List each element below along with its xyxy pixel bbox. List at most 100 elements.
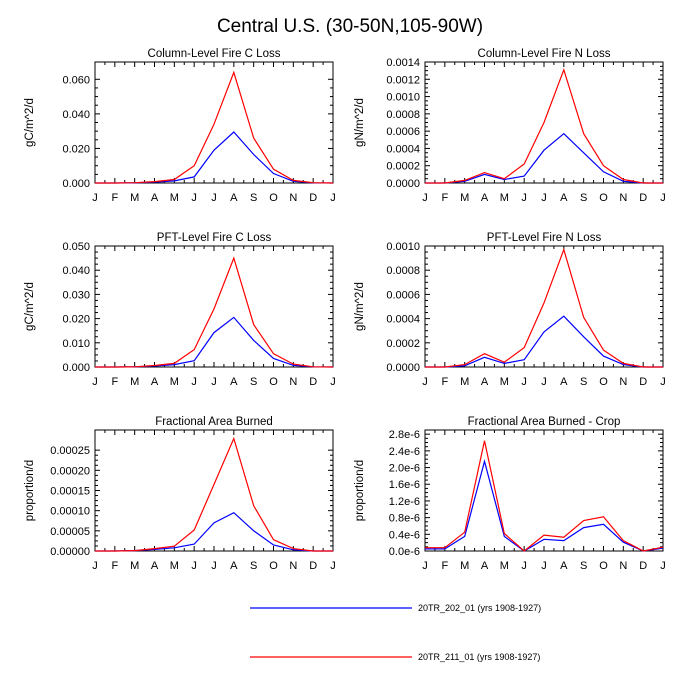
- legend-label-b: 20TR_211_01 (yrs 1908-1927): [418, 652, 540, 662]
- x-tick-label: A: [560, 192, 568, 204]
- y-axis-label: gN/m^2/d: [354, 282, 366, 331]
- x-tick-label: S: [250, 376, 257, 388]
- x-tick-label: S: [250, 560, 257, 572]
- plot-frame: [424, 429, 664, 552]
- y-tick-label: 0.0002: [386, 161, 420, 173]
- x-tick-label: J: [422, 192, 428, 204]
- x-tick-label: S: [580, 376, 587, 388]
- series-line-red: [95, 70, 334, 184]
- plot-frame: [424, 245, 664, 368]
- x-tick-label: D: [639, 192, 647, 204]
- x-tick-label: D: [309, 192, 317, 204]
- x-tick-label: J: [211, 376, 217, 388]
- series-line-blue: [425, 132, 663, 184]
- x-tick-label: M: [130, 192, 139, 204]
- series-line-blue: [425, 315, 663, 368]
- y-tick-label: 0.020: [62, 143, 90, 155]
- x-tick-label: J: [521, 192, 527, 204]
- x-tick-label: F: [111, 376, 118, 388]
- x-tick-label: N: [289, 376, 297, 388]
- x-tick-label: M: [170, 376, 179, 388]
- x-tick-label: J: [541, 376, 547, 388]
- x-tick-label: A: [481, 560, 489, 572]
- y-axis-label: proportion/d: [354, 460, 366, 521]
- y-tick-label: 0.0006: [386, 126, 420, 138]
- series-line-red: [425, 247, 663, 368]
- x-tick-label: D: [309, 376, 317, 388]
- x-tick-label: O: [599, 560, 608, 572]
- x-tick-label: N: [619, 376, 627, 388]
- y-tick-label: 0.0e-6: [389, 546, 420, 558]
- x-tick-label: J: [211, 192, 217, 204]
- y-tick-label: 0.050: [62, 241, 90, 253]
- x-tick-label: F: [441, 560, 448, 572]
- figure-title: Central U.S. (30-50N,105-90W): [217, 16, 483, 37]
- y-tick-label: 0.0010: [386, 241, 420, 253]
- y-tick-label: 0.4e-6: [389, 529, 420, 541]
- x-tick-label: M: [170, 560, 179, 572]
- x-tick-label: N: [289, 192, 297, 204]
- x-tick-label: N: [619, 192, 627, 204]
- x-tick-label: D: [309, 560, 317, 572]
- x-tick-label: J: [541, 192, 547, 204]
- x-tick-label: O: [599, 376, 608, 388]
- x-tick-label: N: [289, 560, 297, 572]
- y-tick-label: 2.8e-6: [389, 429, 420, 441]
- x-tick-label: M: [500, 376, 509, 388]
- series-line-red: [95, 436, 333, 552]
- x-tick-label: J: [92, 560, 98, 572]
- series-line-blue: [425, 458, 664, 552]
- y-tick-label: 0.8e-6: [389, 513, 420, 525]
- y-tick-label: 0.0006: [386, 289, 420, 301]
- x-tick-label: O: [269, 376, 278, 388]
- x-tick-label: O: [599, 192, 608, 204]
- y-tick-label: 0.0004: [386, 143, 420, 155]
- x-tick-label: N: [619, 560, 627, 572]
- x-tick-label: M: [460, 192, 469, 204]
- panel-title: Fractional Area Burned: [155, 416, 273, 428]
- y-tick-label: 0.000: [62, 362, 90, 374]
- y-tick-label: 0.00020: [50, 465, 90, 477]
- panel-title: Column-Level Fire C Loss: [148, 48, 281, 60]
- x-tick-label: M: [130, 560, 139, 572]
- x-tick-label: M: [500, 192, 509, 204]
- y-tick-label: 1.6e-6: [389, 479, 420, 491]
- x-tick-label: J: [330, 376, 336, 388]
- x-tick-label: J: [521, 560, 527, 572]
- panel-title: PFT-Level Fire N Loss: [487, 232, 602, 244]
- x-tick-label: J: [660, 560, 666, 572]
- x-tick-label: D: [639, 560, 647, 572]
- y-tick-label: 0.0012: [386, 74, 420, 86]
- y-tick-label: 0.0000: [386, 362, 420, 374]
- series-line-red: [425, 440, 664, 552]
- x-tick-label: J: [660, 192, 666, 204]
- panel-title: PFT-Level Fire C Loss: [157, 232, 272, 244]
- legend: 20TR_202_01 (yrs 1908-1927) 20TR_211_01 …: [250, 603, 541, 662]
- x-tick-label: F: [441, 376, 448, 388]
- x-tick-label: M: [500, 560, 509, 572]
- y-tick-label: 0.060: [62, 74, 90, 86]
- x-tick-label: J: [521, 376, 527, 388]
- legend-label-a: 20TR_202_01 (yrs 1908-1927): [418, 603, 541, 613]
- series-line-blue: [95, 131, 334, 184]
- x-tick-label: J: [330, 192, 336, 204]
- plot-frame: [94, 61, 334, 184]
- x-tick-label: D: [639, 376, 647, 388]
- y-tick-label: 0.000: [62, 178, 90, 190]
- y-tick-label: 0.020: [62, 314, 90, 326]
- x-tick-label: M: [460, 376, 469, 388]
- y-tick-label: 0.00025: [50, 445, 90, 457]
- x-tick-label: A: [560, 376, 568, 388]
- x-tick-label: F: [111, 560, 118, 572]
- y-tick-label: 0.0014: [386, 57, 420, 69]
- x-tick-label: O: [269, 192, 278, 204]
- x-tick-label: M: [130, 376, 139, 388]
- y-axis-label: gN/m^2/d: [354, 98, 366, 147]
- x-tick-label: J: [191, 192, 197, 204]
